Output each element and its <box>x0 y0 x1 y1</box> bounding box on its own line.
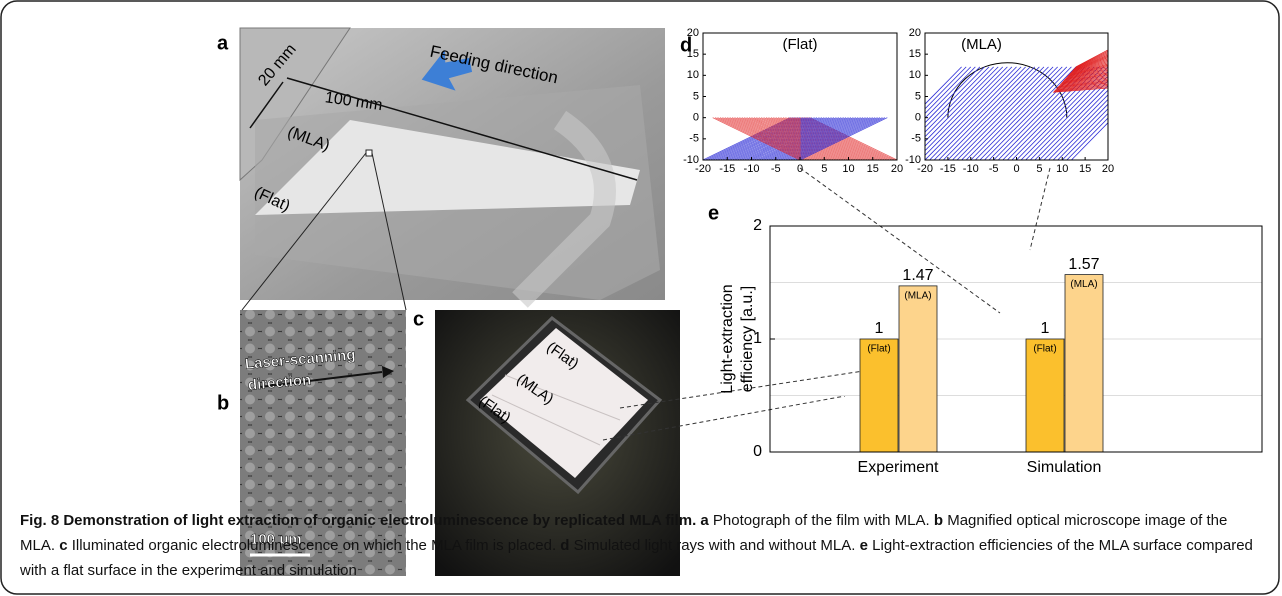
x-tick-label: 15 <box>867 163 879 175</box>
photo-a <box>240 28 665 300</box>
caption-text: c <box>59 537 67 554</box>
chart-title: (Flat) <box>783 36 818 53</box>
y-tick-label: 15 <box>687 48 699 60</box>
value-label: 1.57 <box>1068 256 1099 273</box>
panel-label: e <box>708 202 719 224</box>
x-tick-label: -10 <box>963 163 979 175</box>
x-tick-label: Simulation <box>1027 459 1102 476</box>
series-label: (Flat) <box>867 344 890 355</box>
x-tick-label: 10 <box>1056 163 1068 175</box>
y-tick-label: 15 <box>909 48 921 60</box>
x-tick-label: 20 <box>1102 163 1114 175</box>
bar <box>1026 339 1064 452</box>
caption-text: Photograph of the film with MLA. <box>713 512 930 529</box>
x-tick-label: 10 <box>842 163 854 175</box>
series-label: (MLA) <box>1070 279 1097 290</box>
y-tick-label: 0 <box>693 112 699 124</box>
x-tick-label: 20 <box>891 163 903 175</box>
caption-text: d <box>560 537 569 554</box>
x-tick-label: 5 <box>821 163 827 175</box>
series-label: (Flat) <box>1033 344 1056 355</box>
panel-label: c <box>413 308 424 330</box>
series-label: (MLA) <box>904 291 931 302</box>
caption-text: a <box>700 512 708 529</box>
y-tick-label: 2 <box>753 217 762 234</box>
value-label: 1.47 <box>902 267 933 284</box>
y-tick-label: 10 <box>687 69 699 81</box>
bar <box>860 339 898 452</box>
caption-text: Fig. 8 Demonstration of light extraction… <box>20 512 696 529</box>
y-tick-label: -10 <box>683 154 699 166</box>
panel-label: b <box>217 392 229 414</box>
bar <box>1065 275 1103 452</box>
x-tick-label: -15 <box>940 163 956 175</box>
y-tick-label: 20 <box>687 27 699 39</box>
caption: Fig. 8 Demonstration of light extraction… <box>20 508 1265 583</box>
x-tick-label: 15 <box>1079 163 1091 175</box>
figure: Feeding direction 100 mm 20 mm (MLA) (Fl… <box>0 0 1282 596</box>
y-axis-label: Light-extraction <box>719 284 736 393</box>
caption-text: Illuminated organic electroluminescence … <box>72 537 556 554</box>
panel-label: a <box>217 32 229 54</box>
x-tick-label: 0 <box>797 163 803 175</box>
chart-title: (MLA) <box>961 36 1002 53</box>
x-tick-label: -5 <box>771 163 781 175</box>
x-tick-label: -5 <box>989 163 999 175</box>
caption-text: Simulated light rays with and without ML… <box>574 537 856 554</box>
value-label: 1 <box>875 320 884 337</box>
value-label: 1 <box>1041 320 1050 337</box>
y-tick-label: 5 <box>915 90 921 102</box>
x-tick-label: -15 <box>719 163 735 175</box>
y-tick-label: -5 <box>911 133 921 145</box>
x-tick-label: -10 <box>744 163 760 175</box>
y-tick-label: 20 <box>909 27 921 39</box>
y-tick-label: -5 <box>689 133 699 145</box>
caption-text: b <box>934 512 943 529</box>
page: { "panel_labels": ["a", "b", "c", "d", "… <box>0 0 1282 596</box>
y-tick-label: 10 <box>909 69 921 81</box>
y-axis-label: efficiency [a.u.] <box>739 286 756 392</box>
bar <box>899 286 937 452</box>
y-tick-label: 0 <box>915 112 921 124</box>
y-tick-label: 0 <box>753 443 762 460</box>
y-tick-label: 5 <box>693 90 699 102</box>
x-tick-label: 5 <box>1036 163 1042 175</box>
x-tick-label: 0 <box>1013 163 1019 175</box>
rays <box>703 118 897 160</box>
y-tick-label: -10 <box>905 154 921 166</box>
caption-text: e <box>860 537 868 554</box>
x-tick-label: Experiment <box>858 459 939 476</box>
